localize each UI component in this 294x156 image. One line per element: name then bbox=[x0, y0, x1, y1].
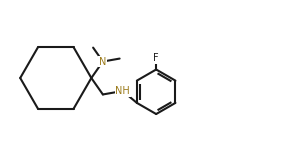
Text: NH: NH bbox=[115, 86, 130, 96]
Text: F: F bbox=[153, 53, 159, 63]
Text: N: N bbox=[99, 56, 106, 67]
